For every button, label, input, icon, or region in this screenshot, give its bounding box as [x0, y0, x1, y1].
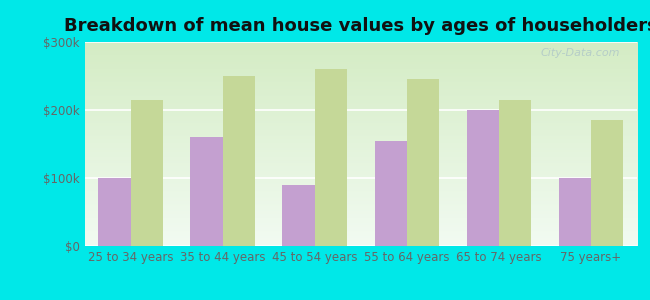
Bar	[190, 137, 222, 246]
Bar	[467, 110, 499, 246]
Bar	[98, 178, 131, 246]
Bar	[499, 100, 531, 246]
Bar	[283, 185, 315, 246]
Title: Breakdown of mean house values by ages of householders: Breakdown of mean house values by ages o…	[64, 17, 650, 35]
Text: City-Data.com: City-Data.com	[541, 48, 620, 58]
Bar	[222, 76, 255, 246]
Bar	[591, 120, 623, 246]
Bar	[407, 80, 439, 246]
Bar	[131, 100, 162, 246]
Bar	[559, 178, 591, 246]
Bar	[315, 69, 347, 246]
Bar	[374, 141, 407, 246]
